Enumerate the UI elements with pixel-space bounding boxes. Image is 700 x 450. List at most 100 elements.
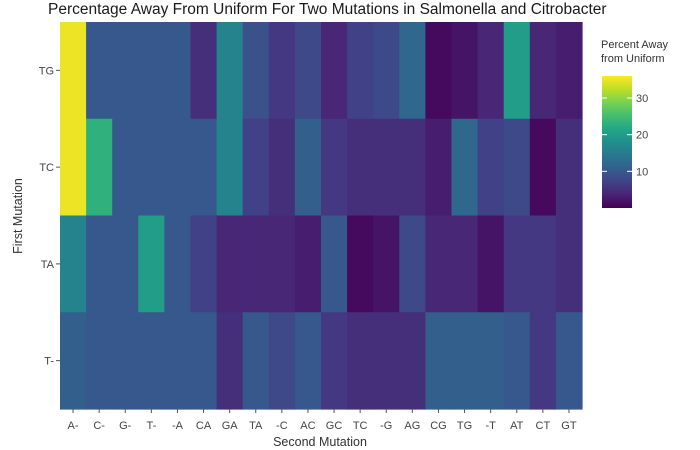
heatmap-cell xyxy=(138,22,165,120)
heatmap-cell xyxy=(216,215,244,313)
colorbar-tick-label: 20 xyxy=(636,130,648,142)
heatmap-cell xyxy=(190,22,218,120)
heatmap-cell xyxy=(242,118,270,217)
colorbar-tick-label: 10 xyxy=(636,166,648,178)
heatmap-cell xyxy=(347,22,374,120)
heatmap-cell xyxy=(112,312,139,410)
heatmap-cell xyxy=(399,215,426,313)
heatmap-cell xyxy=(503,215,531,313)
colorbar xyxy=(602,76,632,208)
y-tick-label: T- xyxy=(44,356,54,368)
x-tick-label: AG xyxy=(404,420,420,432)
x-tick-label: -C xyxy=(276,420,288,432)
heatmap-cell xyxy=(373,118,400,217)
heatmap-cell xyxy=(503,118,531,217)
heatmap-cell xyxy=(216,22,244,120)
heatmap-cell xyxy=(60,312,87,410)
heatmap-cell xyxy=(373,22,400,120)
heatmap-cells xyxy=(60,22,583,410)
heatmap-cell xyxy=(60,215,87,313)
x-tick-label: TG xyxy=(457,420,472,432)
x-tick-label: GT xyxy=(561,420,577,432)
heatmap-cell xyxy=(529,22,557,120)
heatmap-cell xyxy=(477,215,505,313)
heatmap-cell xyxy=(529,118,557,217)
y-tick-label: TG xyxy=(39,65,54,77)
heatmap-cell xyxy=(268,118,296,217)
heatmap-cell xyxy=(321,312,348,410)
heatmap-cell xyxy=(347,215,374,313)
x-tick-label: -T xyxy=(485,420,496,432)
y-axis-ticks: TG TC TA T- xyxy=(39,65,60,368)
heatmap-cell xyxy=(347,118,374,217)
heatmap-cell xyxy=(164,118,192,217)
heatmap-cell xyxy=(216,118,244,217)
heatmap-cell xyxy=(425,22,453,120)
x-tick-label: AC xyxy=(300,420,315,432)
heatmap-cell xyxy=(268,215,296,313)
x-tick-label: T- xyxy=(146,420,156,432)
heatmap-cell xyxy=(529,215,557,313)
heatmap-cell xyxy=(216,312,244,410)
x-tick-label: TA xyxy=(249,420,263,432)
heatmap-cell xyxy=(268,22,296,120)
x-axis-title: Second Mutation xyxy=(273,435,367,449)
x-tick-label: G- xyxy=(119,420,132,432)
heatmap-cell xyxy=(555,22,583,120)
x-tick-label: -G xyxy=(380,420,392,432)
heatmap-cell xyxy=(477,22,505,120)
heatmap-cell xyxy=(451,118,479,217)
heatmap-cell xyxy=(86,215,113,313)
heatmap-cell xyxy=(321,118,348,217)
heatmap-cell xyxy=(86,118,113,217)
heatmap-cell xyxy=(399,312,426,410)
heatmap-cell xyxy=(503,312,531,410)
colorbar-tick-label: 30 xyxy=(636,93,648,105)
heatmap-cell xyxy=(347,312,374,410)
heatmap-cell xyxy=(138,312,165,410)
heatmap-cell xyxy=(268,312,296,410)
heatmap-cell xyxy=(112,215,139,313)
heatmap-cell xyxy=(190,215,218,313)
heatmap-cell xyxy=(529,312,557,410)
heatmap-cell xyxy=(294,312,322,410)
y-axis-title: First Mutation xyxy=(11,178,25,254)
heatmap-cell xyxy=(373,312,400,410)
x-tick-label: -A xyxy=(172,420,184,432)
heatmap-cell xyxy=(190,312,218,410)
heatmap-cell xyxy=(425,215,453,313)
x-tick-label: AT xyxy=(510,420,524,432)
colorbar-legend: Percent Away from Uniform 10 20 30 xyxy=(601,39,669,208)
heatmap-cell xyxy=(190,118,218,217)
heatmap-cell xyxy=(164,312,192,410)
x-axis-ticks: A- C- G- T- -A CA GA TA -C AC GC TC -G AG CG TG -T AT CT GT xyxy=(68,409,577,432)
x-tick-label: GA xyxy=(222,420,239,432)
heatmap-cell xyxy=(555,312,583,410)
heatmap-cell xyxy=(399,22,426,120)
heatmap-cell xyxy=(294,215,322,313)
heatmap-cell xyxy=(477,118,505,217)
x-tick-label: CA xyxy=(196,420,212,432)
heatmap-cell xyxy=(503,22,531,120)
heatmap-cell xyxy=(242,312,270,410)
heatmap-cell xyxy=(294,22,322,120)
y-tick-label: TC xyxy=(39,162,54,174)
heatmap-cell xyxy=(321,22,348,120)
x-tick-label: GC xyxy=(326,420,343,432)
y-tick-label: TA xyxy=(41,259,55,271)
colorbar-ticks: 10 20 30 xyxy=(602,93,648,178)
heatmap-cell xyxy=(477,312,505,410)
heatmap-cell xyxy=(164,215,192,313)
heatmap-cell xyxy=(138,118,165,217)
heatmap-cell xyxy=(451,312,479,410)
heatmap-cell xyxy=(399,118,426,217)
heatmap-cell xyxy=(112,118,139,217)
heatmap-cell xyxy=(451,22,479,120)
heatmap-cell xyxy=(112,22,139,120)
x-tick-label: C- xyxy=(93,420,105,432)
heatmap-cell xyxy=(60,118,87,217)
heatmap-cell xyxy=(138,215,165,313)
heatmap-cell xyxy=(86,312,113,410)
chart-title: Percentage Away From Uniform For Two Mut… xyxy=(48,1,607,18)
